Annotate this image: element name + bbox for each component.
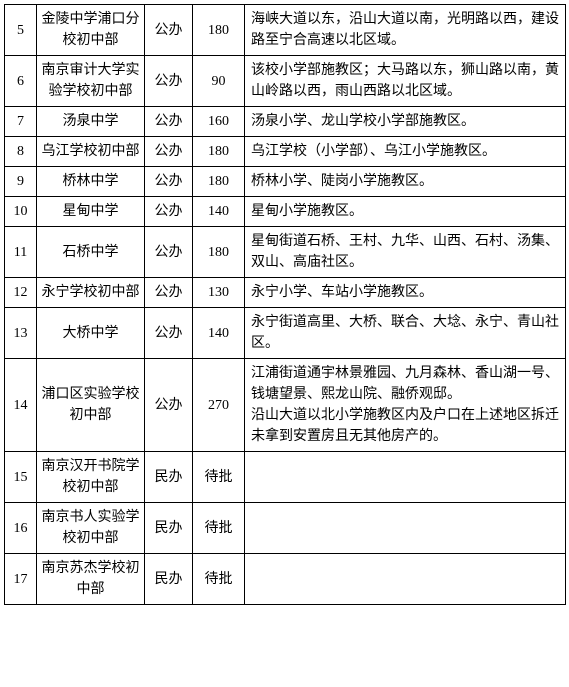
cell-capacity: 180 (193, 137, 245, 167)
cell-name: 金陵中学浦口分校初中部 (37, 5, 145, 56)
cell-name: 石桥中学 (37, 227, 145, 278)
table-row: 14浦口区实验学校初中部公办270江浦街道通宇林景雅园、九月森林、香山湖一号、钱… (5, 359, 566, 452)
cell-type: 公办 (145, 278, 193, 308)
table-row: 13大桥中学公办140永宁街道高里、大桥、联合、大埝、永宁、青山社区。 (5, 308, 566, 359)
cell-type: 民办 (145, 503, 193, 554)
cell-desc (245, 554, 566, 605)
cell-capacity: 130 (193, 278, 245, 308)
cell-name: 桥林中学 (37, 167, 145, 197)
cell-name: 南京苏杰学校初中部 (37, 554, 145, 605)
table-row: 6南京审计大学实验学校初中部公办90该校小学部施教区；大马路以东，狮山路以南，黄… (5, 56, 566, 107)
cell-desc: 该校小学部施教区；大马路以东，狮山路以南，黄山岭路以西，雨山西路以北区域。 (245, 56, 566, 107)
cell-index: 12 (5, 278, 37, 308)
cell-desc: 汤泉小学、龙山学校小学部施教区。 (245, 107, 566, 137)
cell-desc: 乌江学校（小学部）、乌江小学施教区。 (245, 137, 566, 167)
cell-capacity: 160 (193, 107, 245, 137)
table-row: 12永宁学校初中部公办130永宁小学、车站小学施教区。 (5, 278, 566, 308)
cell-type: 公办 (145, 167, 193, 197)
cell-capacity: 140 (193, 197, 245, 227)
cell-index: 11 (5, 227, 37, 278)
cell-capacity: 180 (193, 5, 245, 56)
table-row: 10星甸中学公办140星甸小学施教区。 (5, 197, 566, 227)
cell-name: 南京审计大学实验学校初中部 (37, 56, 145, 107)
cell-desc: 江浦街道通宇林景雅园、九月森林、香山湖一号、钱塘望景、熙龙山院、融侨观邸。沿山大… (245, 359, 566, 452)
cell-capacity: 待批 (193, 554, 245, 605)
cell-index: 6 (5, 56, 37, 107)
cell-desc: 海峡大道以东，沿山大道以南，光明路以西，建设路至宁合高速以北区域。 (245, 5, 566, 56)
cell-type: 公办 (145, 56, 193, 107)
cell-capacity: 待批 (193, 452, 245, 503)
cell-index: 10 (5, 197, 37, 227)
cell-type: 公办 (145, 5, 193, 56)
cell-index: 7 (5, 107, 37, 137)
table-body: 5金陵中学浦口分校初中部公办180海峡大道以东，沿山大道以南，光明路以西，建设路… (5, 5, 566, 605)
cell-capacity: 待批 (193, 503, 245, 554)
table-row: 17南京苏杰学校初中部民办待批 (5, 554, 566, 605)
cell-index: 16 (5, 503, 37, 554)
cell-type: 公办 (145, 137, 193, 167)
cell-desc: 星甸小学施教区。 (245, 197, 566, 227)
cell-desc: 永宁街道高里、大桥、联合、大埝、永宁、青山社区。 (245, 308, 566, 359)
cell-type: 公办 (145, 107, 193, 137)
cell-index: 13 (5, 308, 37, 359)
table-row: 7汤泉中学公办160汤泉小学、龙山学校小学部施教区。 (5, 107, 566, 137)
cell-index: 15 (5, 452, 37, 503)
cell-type: 公办 (145, 227, 193, 278)
cell-type: 公办 (145, 359, 193, 452)
table-row: 16南京书人实验学校初中部民办待批 (5, 503, 566, 554)
table-row: 5金陵中学浦口分校初中部公办180海峡大道以东，沿山大道以南，光明路以西，建设路… (5, 5, 566, 56)
cell-name: 汤泉中学 (37, 107, 145, 137)
cell-index: 17 (5, 554, 37, 605)
cell-index: 8 (5, 137, 37, 167)
cell-desc: 永宁小学、车站小学施教区。 (245, 278, 566, 308)
school-table: 5金陵中学浦口分校初中部公办180海峡大道以东，沿山大道以南，光明路以西，建设路… (4, 4, 566, 605)
cell-type: 公办 (145, 197, 193, 227)
cell-capacity: 270 (193, 359, 245, 452)
table-row: 15南京汉开书院学校初中部民办待批 (5, 452, 566, 503)
table-row: 8乌江学校初中部公办180乌江学校（小学部）、乌江小学施教区。 (5, 137, 566, 167)
cell-desc (245, 503, 566, 554)
cell-name: 星甸中学 (37, 197, 145, 227)
cell-index: 14 (5, 359, 37, 452)
cell-desc: 桥林小学、陡岗小学施教区。 (245, 167, 566, 197)
table-row: 11石桥中学公办180星甸街道石桥、王村、九华、山西、石村、汤集、双山、高庙社区… (5, 227, 566, 278)
cell-capacity: 180 (193, 167, 245, 197)
cell-desc: 星甸街道石桥、王村、九华、山西、石村、汤集、双山、高庙社区。 (245, 227, 566, 278)
cell-name: 永宁学校初中部 (37, 278, 145, 308)
cell-desc (245, 452, 566, 503)
cell-type: 公办 (145, 308, 193, 359)
cell-name: 南京书人实验学校初中部 (37, 503, 145, 554)
cell-capacity: 140 (193, 308, 245, 359)
cell-name: 浦口区实验学校初中部 (37, 359, 145, 452)
table-row: 9桥林中学公办180桥林小学、陡岗小学施教区。 (5, 167, 566, 197)
cell-capacity: 90 (193, 56, 245, 107)
cell-index: 5 (5, 5, 37, 56)
cell-capacity: 180 (193, 227, 245, 278)
cell-index: 9 (5, 167, 37, 197)
cell-type: 民办 (145, 452, 193, 503)
cell-type: 民办 (145, 554, 193, 605)
cell-name: 南京汉开书院学校初中部 (37, 452, 145, 503)
cell-name: 乌江学校初中部 (37, 137, 145, 167)
cell-name: 大桥中学 (37, 308, 145, 359)
